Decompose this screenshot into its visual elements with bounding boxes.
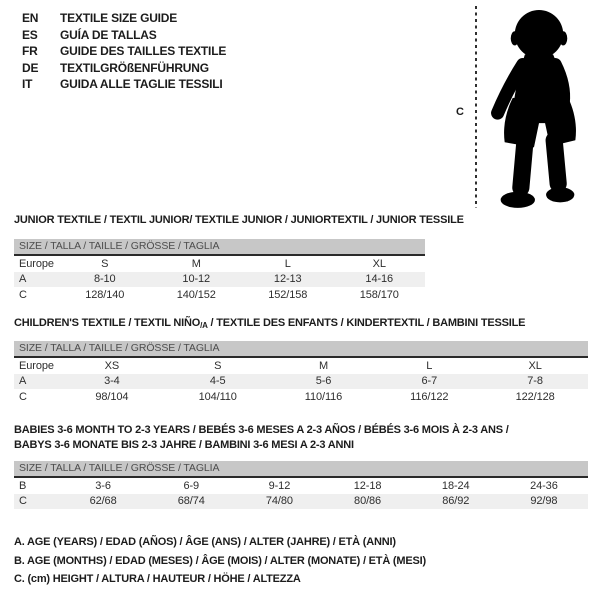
table-row: Europe XS S M L XL: [14, 358, 588, 374]
table-cell: 18-24: [441, 479, 470, 492]
children-title-post: / TEXTILE DES ENFANTS / KINDERTEXTIL / B…: [207, 317, 526, 329]
table-cell: 74/80: [265, 495, 293, 508]
babies-size-header: SIZE / TALLA / TAILLE / GRÖSSE / TAGLIA: [14, 461, 588, 476]
children-size-header: SIZE / TALLA / TAILLE / GRÖSSE / TAGLIA: [14, 341, 588, 356]
table-divider: [14, 476, 588, 478]
lang-row-es: ES GUÍA DE TALLAS: [22, 27, 226, 44]
table-cell: 122/128: [515, 390, 555, 403]
table-cell: 86/92: [442, 495, 470, 508]
table-cell: 98/104: [95, 390, 129, 403]
table-cell: 128/140: [85, 288, 125, 301]
babies-table: SIZE / TALLA / TAILLE / GRÖSSE / TAGLIA …: [14, 461, 588, 509]
table-cell: 12-13: [273, 273, 302, 286]
junior-table: SIZE / TALLA / TAILLE / GRÖSSE / TAGLIA …: [14, 239, 425, 303]
table-cell: S: [214, 359, 222, 372]
table-cell: 6-9: [183, 479, 200, 492]
table-cell: 116/122: [410, 390, 449, 403]
table-cell: 80/86: [354, 495, 382, 508]
table-cell: 140/152: [176, 288, 216, 301]
table-cell: L: [426, 359, 433, 372]
table-cell: 9-12: [268, 479, 291, 492]
table-cell: 152/158: [268, 288, 308, 301]
table-row: C 98/104 104/110 110/116 116/122 122/128: [14, 389, 588, 405]
table-cell: 5-6: [315, 375, 332, 388]
table-cell: 12-18: [353, 479, 382, 492]
table-cell: 4-5: [209, 375, 226, 388]
table-cell: 7-8: [527, 375, 543, 388]
babies-table-title: BABIES 3-6 MONTH TO 2-3 YEARS / BEBÉS 3-…: [14, 423, 509, 453]
lang-code: EN: [22, 11, 39, 26]
note-c: C. (cm) HEIGHT / ALTURA / HAUTEUR / HÖHE…: [14, 573, 301, 585]
lang-label: TEXTILE SIZE GUIDE: [60, 11, 178, 26]
lang-label: GUIDA ALLE TAGLIE TESSILI: [60, 77, 223, 92]
row-label: C: [19, 288, 27, 301]
table-divider: [14, 356, 588, 358]
lang-label: GUÍA DE TALLAS: [60, 27, 157, 42]
note-b: B. AGE (MONTHS) / EDAD (MESES) / ÂGE (MO…: [14, 554, 426, 567]
note-a: A. AGE (YEARS) / EDAD (AÑOS) / ÂGE (ANS)…: [14, 536, 396, 548]
lang-code: DE: [22, 60, 39, 75]
junior-table-title: JUNIOR TEXTILE / TEXTIL JUNIOR/ TEXTILE …: [14, 214, 464, 226]
table-cell: 10-12: [182, 273, 211, 286]
children-table-title: CHILDREN'S TEXTILE / TEXTIL NIÑO/A / TEX…: [14, 317, 526, 330]
row-label: A: [19, 273, 27, 286]
table-cell: 110/116: [304, 390, 343, 403]
lang-code: IT: [22, 77, 33, 92]
table-row: A 3-4 4-5 5-6 6-7 7-8: [14, 373, 588, 389]
table-row: A 8-10 10-12 12-13 14-16: [14, 271, 425, 287]
table-cell: M: [191, 257, 201, 270]
table-divider: [14, 254, 425, 256]
table-row: C 128/140 140/152 152/158 158/170: [14, 287, 425, 303]
table-cell: XL: [528, 359, 542, 372]
children-title-subscript: /A: [200, 321, 208, 330]
table-cell: 8-10: [93, 273, 116, 286]
table-cell: M: [318, 359, 329, 372]
table-cell: 6-7: [421, 375, 438, 388]
lang-row-it: IT GUIDA ALLE TAGLIE TESSILI: [22, 76, 226, 93]
lang-row-en: EN TEXTILE SIZE GUIDE: [22, 10, 226, 27]
lang-label: GUIDE DES TAILLES TEXTILE: [60, 44, 227, 59]
table-cell: 3-6: [95, 479, 111, 492]
table-cell: XL: [372, 257, 386, 270]
junior-size-header: SIZE / TALLA / TAILLE / GRÖSSE / TAGLIA: [14, 239, 425, 254]
lang-row-fr: FR GUIDE DES TAILLES TEXTILE: [22, 43, 226, 60]
table-cell: 14-16: [365, 273, 394, 286]
table-cell: 92/98: [530, 495, 558, 508]
row-label: Europe: [19, 257, 54, 270]
row-label: C: [19, 390, 27, 403]
table-cell: 3-4: [104, 375, 120, 388]
row-label: B: [19, 479, 27, 492]
table-cell: 158/170: [359, 288, 399, 301]
baby-silhouette-image: [491, 10, 576, 208]
table-row: C 62/68 68/74 74/80 80/86 86/92 92/98: [14, 493, 588, 509]
row-label: Europe: [19, 359, 54, 372]
row-label: C: [19, 495, 27, 508]
height-measure-label: C: [456, 106, 464, 118]
table-cell: XS: [104, 359, 120, 372]
table-cell: 104/110: [198, 390, 237, 403]
lang-label: TEXTILGRÖßENFÜHRUNG: [60, 60, 209, 75]
table-cell: 24-36: [530, 479, 558, 492]
row-label: A: [19, 375, 27, 388]
lang-code: ES: [22, 27, 38, 42]
table-cell: S: [101, 257, 109, 270]
children-table: SIZE / TALLA / TAILLE / GRÖSSE / TAGLIA …: [14, 341, 588, 405]
lang-row-de: DE TEXTILGRÖßENFÜHRUNG: [22, 60, 226, 77]
table-cell: 62/68: [89, 495, 117, 508]
table-cell: L: [284, 257, 291, 270]
language-header: EN TEXTILE SIZE GUIDE ES GUÍA DE TALLAS …: [22, 10, 226, 93]
table-row: Europe S M L XL: [14, 256, 425, 272]
table-cell: 68/74: [177, 495, 205, 508]
babies-title-line2: BABYS 3-6 MONATE BIS 2-3 JAHRE / BAMBINI…: [14, 439, 354, 451]
children-title-pre: CHILDREN'S TEXTILE / TEXTIL NIÑO: [14, 317, 201, 329]
babies-title-line1: BABIES 3-6 MONTH TO 2-3 YEARS / BEBÉS 3-…: [14, 424, 509, 436]
height-measure-dotted-line: [475, 6, 477, 208]
legend-notes: A. AGE (YEARS) / EDAD (AÑOS) / ÂGE (ANS)…: [14, 533, 426, 589]
lang-code: FR: [22, 44, 38, 59]
table-row: B 3-6 6-9 9-12 12-18 18-24 24-36: [14, 478, 588, 494]
